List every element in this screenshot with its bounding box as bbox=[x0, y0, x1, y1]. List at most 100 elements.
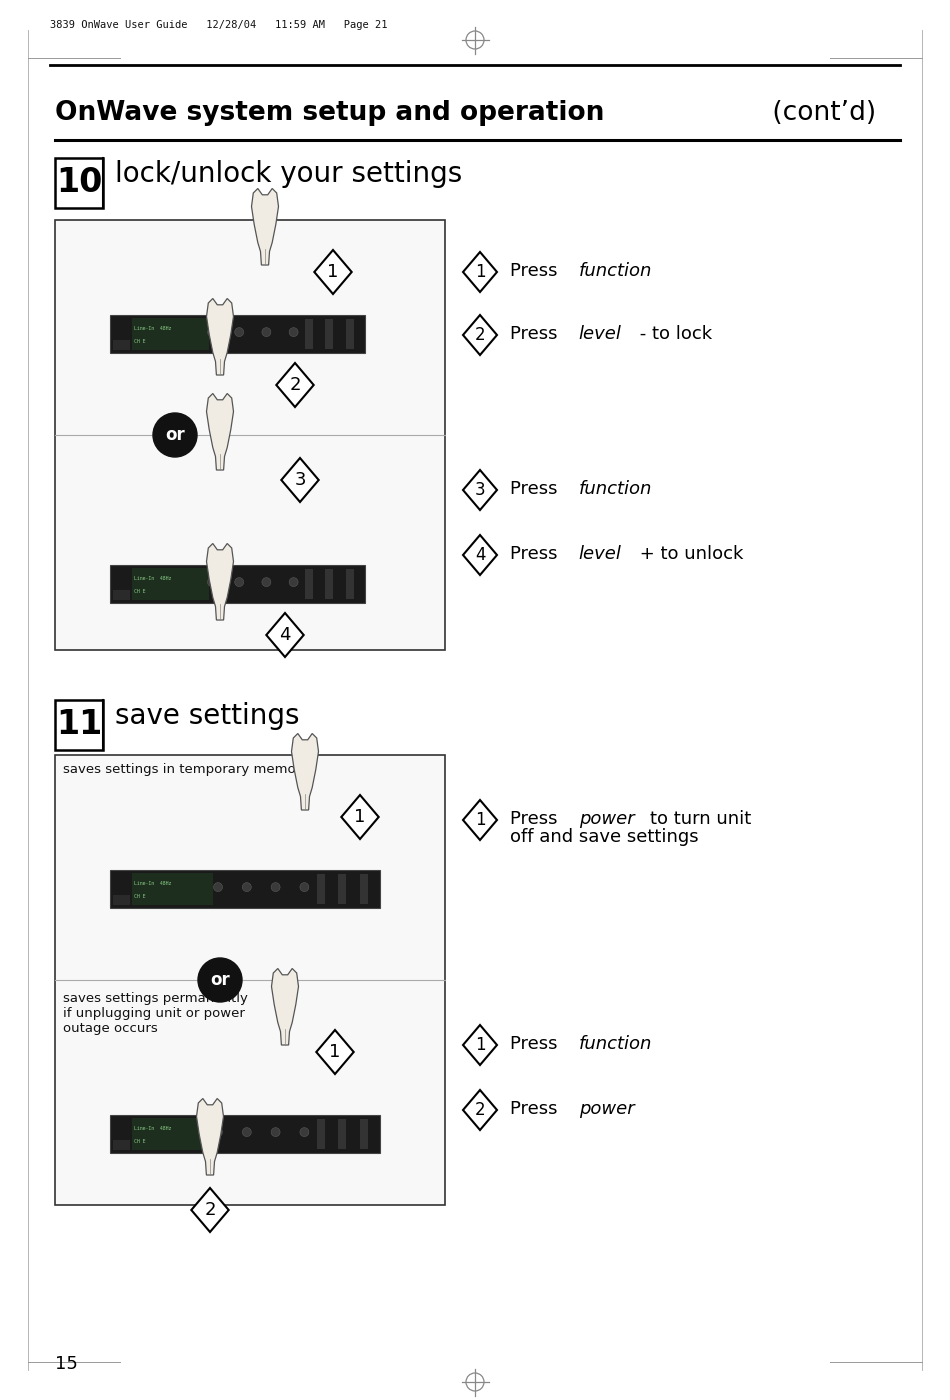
Text: saves settings in temporary memory: saves settings in temporary memory bbox=[63, 763, 309, 776]
Text: Press: Press bbox=[510, 325, 563, 343]
Text: Press: Press bbox=[510, 1100, 563, 1119]
Text: Press: Press bbox=[510, 811, 563, 827]
Bar bbox=[325, 568, 333, 599]
Text: 2: 2 bbox=[289, 377, 301, 393]
Text: CH E: CH E bbox=[134, 589, 145, 594]
Text: 3: 3 bbox=[294, 470, 306, 489]
Text: + to unlock: + to unlock bbox=[634, 545, 744, 563]
Polygon shape bbox=[463, 252, 497, 293]
Text: CH E: CH E bbox=[134, 339, 145, 344]
Bar bbox=[132, 318, 208, 350]
Bar bbox=[110, 1114, 380, 1154]
Text: 2: 2 bbox=[475, 326, 485, 344]
Bar bbox=[132, 1119, 213, 1149]
Bar bbox=[110, 315, 365, 353]
Polygon shape bbox=[463, 1091, 497, 1130]
Text: saves settings permanently
if unplugging unit or power
outage occurs: saves settings permanently if unplugging… bbox=[63, 993, 248, 1035]
Text: OnWave system setup and operation: OnWave system setup and operation bbox=[55, 99, 604, 126]
Bar bbox=[338, 1119, 346, 1149]
Polygon shape bbox=[206, 298, 234, 375]
Bar bbox=[305, 319, 313, 349]
Text: 3: 3 bbox=[475, 482, 485, 498]
Polygon shape bbox=[206, 543, 234, 620]
Text: level: level bbox=[579, 325, 621, 343]
Text: 10: 10 bbox=[56, 167, 103, 199]
Bar bbox=[132, 874, 213, 904]
Text: function: function bbox=[579, 480, 652, 498]
Circle shape bbox=[207, 328, 217, 336]
Polygon shape bbox=[281, 458, 318, 503]
Polygon shape bbox=[463, 315, 497, 356]
Circle shape bbox=[271, 882, 280, 892]
Text: Line-In  48Hz: Line-In 48Hz bbox=[134, 575, 171, 581]
Circle shape bbox=[262, 578, 271, 587]
Polygon shape bbox=[197, 1099, 223, 1175]
Bar bbox=[346, 319, 353, 349]
Text: or: or bbox=[165, 426, 185, 444]
Bar bbox=[316, 874, 325, 904]
Text: - to lock: - to lock bbox=[634, 325, 712, 343]
Circle shape bbox=[289, 328, 298, 336]
Circle shape bbox=[271, 1127, 280, 1137]
Bar bbox=[360, 874, 368, 904]
Bar bbox=[113, 589, 130, 601]
Circle shape bbox=[214, 1127, 222, 1137]
Polygon shape bbox=[463, 535, 497, 575]
Bar bbox=[55, 158, 103, 209]
Polygon shape bbox=[292, 734, 318, 811]
Text: off and save settings: off and save settings bbox=[510, 827, 698, 846]
Text: save settings: save settings bbox=[115, 701, 299, 729]
Bar bbox=[132, 568, 208, 601]
Bar bbox=[360, 1119, 368, 1149]
Text: function: function bbox=[579, 1035, 652, 1053]
Polygon shape bbox=[463, 799, 497, 840]
Bar bbox=[110, 566, 365, 603]
Bar bbox=[316, 1119, 325, 1149]
Text: 4: 4 bbox=[279, 626, 291, 644]
Text: to turn unit: to turn unit bbox=[651, 811, 751, 827]
Polygon shape bbox=[341, 795, 379, 839]
Text: 2: 2 bbox=[475, 1100, 485, 1119]
Polygon shape bbox=[314, 251, 352, 294]
Text: (cont’d): (cont’d) bbox=[764, 99, 876, 126]
Polygon shape bbox=[266, 613, 304, 657]
Circle shape bbox=[262, 328, 271, 336]
Text: power: power bbox=[579, 811, 635, 827]
Circle shape bbox=[289, 578, 298, 587]
Polygon shape bbox=[316, 1030, 353, 1074]
Text: function: function bbox=[579, 262, 652, 280]
Text: 3839 OnWave User Guide   12/28/04   11:59 AM   Page 21: 3839 OnWave User Guide 12/28/04 11:59 AM… bbox=[50, 20, 388, 29]
Bar bbox=[325, 319, 333, 349]
Circle shape bbox=[235, 328, 244, 336]
Text: 11: 11 bbox=[56, 708, 103, 742]
Bar bbox=[305, 568, 313, 599]
Circle shape bbox=[198, 958, 242, 1002]
Text: Line-In  48Hz: Line-In 48Hz bbox=[134, 326, 171, 330]
Text: Line-In  48Hz: Line-In 48Hz bbox=[134, 1126, 171, 1131]
Text: or: or bbox=[210, 972, 230, 988]
Circle shape bbox=[207, 578, 217, 587]
Text: level: level bbox=[579, 545, 621, 563]
Bar bbox=[113, 340, 130, 350]
Text: 1: 1 bbox=[475, 811, 485, 829]
Text: power: power bbox=[579, 1100, 635, 1119]
Circle shape bbox=[235, 578, 244, 587]
Text: Press: Press bbox=[510, 545, 563, 563]
Text: CH E: CH E bbox=[134, 1140, 145, 1144]
Polygon shape bbox=[463, 1025, 497, 1065]
Text: Press: Press bbox=[510, 1035, 563, 1053]
Circle shape bbox=[242, 882, 252, 892]
Polygon shape bbox=[252, 189, 278, 265]
Bar bbox=[55, 755, 445, 1205]
Bar bbox=[55, 220, 445, 650]
Text: 1: 1 bbox=[328, 263, 339, 281]
Polygon shape bbox=[272, 969, 298, 1044]
Bar bbox=[338, 874, 346, 904]
Text: 1: 1 bbox=[475, 1036, 485, 1054]
Text: Line-In  48Hz: Line-In 48Hz bbox=[134, 881, 171, 886]
Circle shape bbox=[242, 1127, 252, 1137]
Bar bbox=[110, 869, 380, 909]
Text: 1: 1 bbox=[330, 1043, 341, 1061]
Text: Press: Press bbox=[510, 480, 563, 498]
Text: lock/unlock your settings: lock/unlock your settings bbox=[115, 160, 463, 188]
